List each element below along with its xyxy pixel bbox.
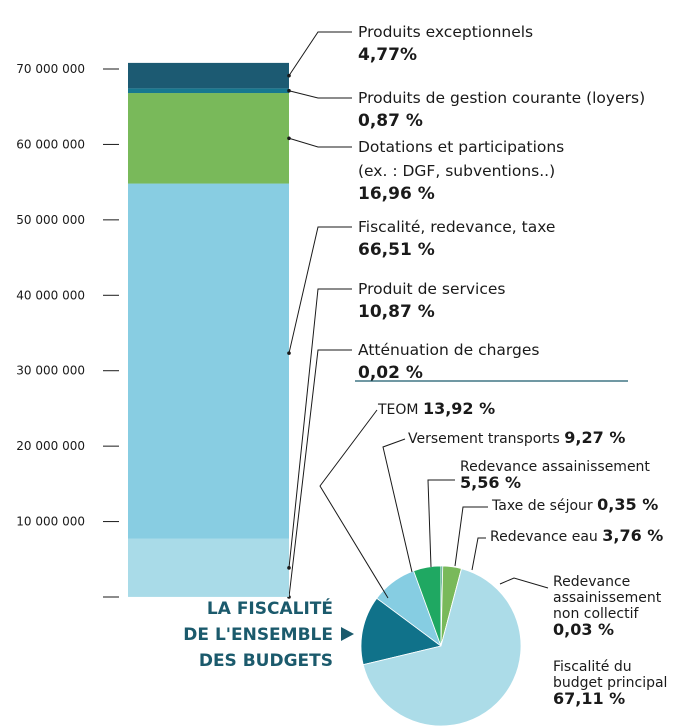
pie-leader <box>382 438 413 573</box>
leader-dot <box>287 351 291 355</box>
series-label: Produit de services 10,87 % <box>358 277 505 324</box>
y-tick-label: 60 000 000 <box>16 137 85 151</box>
pie-value-label: 0,35 % <box>597 495 659 514</box>
pie-label: TEOM 13,92 % <box>378 399 496 419</box>
y-tick-label: 40 000 000 <box>16 288 85 302</box>
pie-value-label: 67,11 % <box>553 689 626 708</box>
pie-value-label: 13,92 % <box>422 399 496 418</box>
series-name: Atténuation de charges <box>358 341 540 359</box>
y-tick-label: 50 000 000 <box>16 213 85 227</box>
leader-line <box>288 226 352 354</box>
pie-value-label: 9,27 % <box>564 428 626 447</box>
series-label: Produits exceptionnels 4,77% <box>358 20 533 67</box>
series-share: 66,51 % <box>358 240 435 260</box>
pie-category: Redevance assainissement <box>460 459 650 475</box>
leader-line <box>288 90 352 99</box>
y-tick-label: 10 000 000 <box>16 515 85 529</box>
pie-leader <box>499 577 549 589</box>
series-share: 16,96 % <box>358 184 435 204</box>
pie-value-label: 5,56 % <box>460 473 522 492</box>
leader-line <box>288 137 352 148</box>
pie-label: Fiscalité du budget principal 67,11 % <box>553 659 667 707</box>
pie-label: Taxe de séjour 0,35 % <box>492 495 659 515</box>
series-label: Atténuation de charges 0,02 % <box>358 338 539 385</box>
series-name: Produit de services <box>358 280 506 298</box>
series-share: 0,87 % <box>358 111 423 131</box>
series-label: Dotations et participations (ex. : DGF, … <box>358 135 564 206</box>
series-name: Produits de gestion courante (loyers) <box>358 89 646 107</box>
pie-category: Versement transports <box>408 431 560 447</box>
bar-segment <box>128 538 289 597</box>
pie-value-label: 0,03 % <box>553 620 615 639</box>
pie-leader <box>319 409 389 599</box>
arrow <box>341 627 354 641</box>
pie-category: Redevance assainissement non collectif <box>553 574 662 622</box>
bar-segment <box>128 88 289 94</box>
leader-dot <box>287 73 291 78</box>
pie-category: Taxe de séjour <box>492 498 593 514</box>
bar-segment <box>128 62 289 89</box>
pie-title-line: LA FISCALITÉ <box>206 599 333 619</box>
pie-category: TEOM <box>378 402 419 418</box>
series-share: 0,02 % <box>358 363 423 383</box>
leader-dot <box>287 88 291 93</box>
series-name: Dotations et participations (ex. : DGF, … <box>358 138 565 180</box>
pie-label: Redevance assainissement non collectif 0,… <box>553 574 661 638</box>
bar-segment <box>128 93 289 184</box>
leader-dot <box>287 136 291 141</box>
pie-leader <box>471 537 486 571</box>
series-label: Produits de gestion courante (loyers) 0,8… <box>358 86 645 133</box>
leader-line <box>288 349 352 598</box>
pie-leader <box>427 479 455 568</box>
pie-label: Redevance assainissement 5,56 % <box>460 459 650 491</box>
y-tick-label: 70 000 000 <box>16 62 85 76</box>
series-share: 10,87 % <box>358 302 435 322</box>
pie-value-label: 3,76 % <box>602 526 664 545</box>
pie-slice <box>362 568 522 726</box>
series-name: Fiscalité, redevance, taxe <box>358 218 556 236</box>
y-tick-label: 30 000 000 <box>16 364 85 378</box>
pie-category: Redevance eau <box>490 529 598 545</box>
pie-label: Versement transports 9,27 % <box>408 428 626 448</box>
pie-title-line: DES BUDGETS <box>198 651 333 671</box>
series-share: 4,77% <box>358 45 417 65</box>
series-name: Produits exceptionnels <box>358 23 534 41</box>
leader-line <box>288 31 352 76</box>
bar-segment <box>128 183 289 539</box>
pie-title: LA FISCALITÉ DE L'ENSEMBLE DES BUDGETS <box>183 596 333 674</box>
pie-category: Fiscalité du budget principal <box>553 659 668 691</box>
pie-slice <box>360 597 442 666</box>
leader-dot <box>287 566 291 570</box>
y-tick-label: 20 000 000 <box>16 439 85 453</box>
leader-line <box>288 288 352 568</box>
pie-leader <box>454 506 488 567</box>
pie-label: Redevance eau 3,76 % <box>490 526 664 546</box>
pie-title-line: DE L'ENSEMBLE <box>183 625 333 645</box>
series-label: Fiscalité, redevance, taxe 66,51 % <box>358 215 555 262</box>
